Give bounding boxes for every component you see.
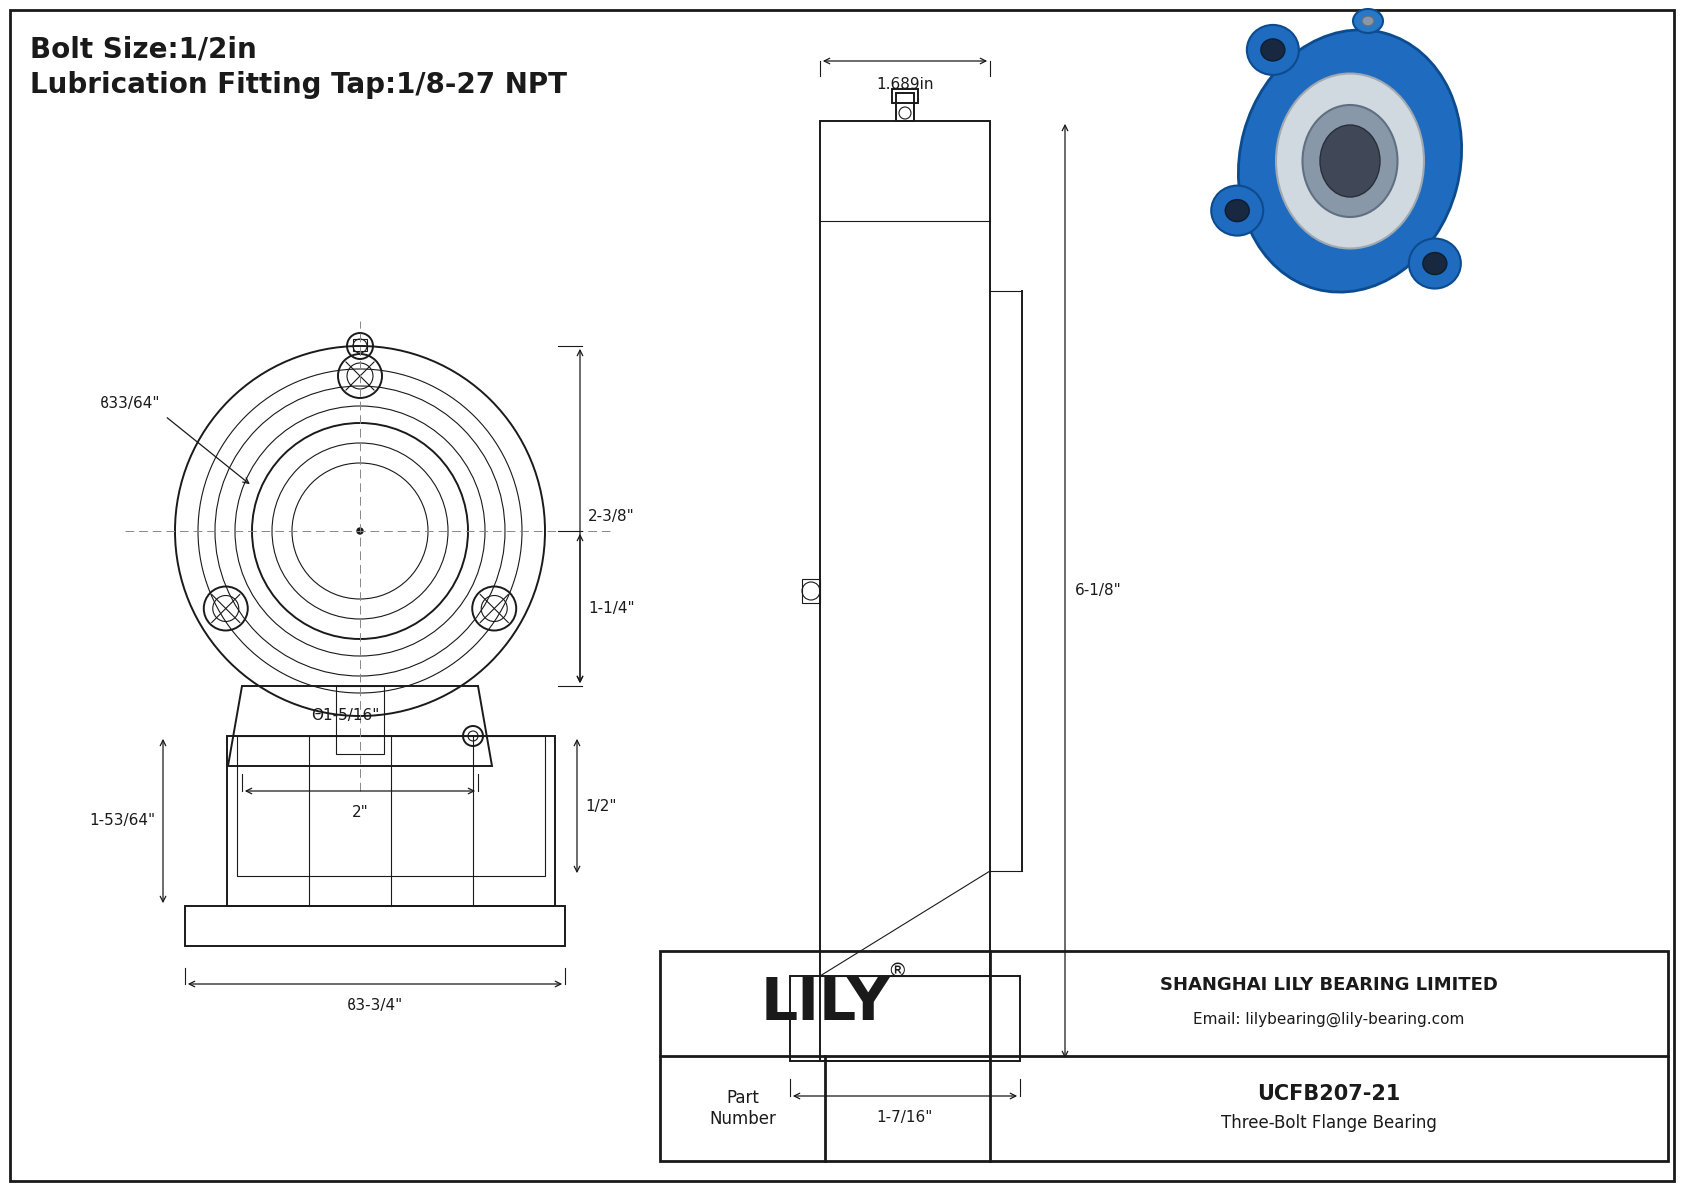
Ellipse shape — [1276, 74, 1425, 249]
Text: Bolt Size:1/2in: Bolt Size:1/2in — [30, 36, 256, 64]
Ellipse shape — [1320, 125, 1379, 197]
Bar — [227, 736, 556, 906]
Circle shape — [357, 528, 364, 534]
Text: Lubrication Fitting Tap:1/8-27 NPT: Lubrication Fitting Tap:1/8-27 NPT — [30, 71, 568, 99]
Bar — [1150, 21, 1660, 322]
Text: SHANGHAI LILY BEARING LIMITED: SHANGHAI LILY BEARING LIMITED — [1160, 977, 1499, 994]
Text: ϐ3-3/4": ϐ3-3/4" — [347, 998, 402, 1014]
Ellipse shape — [1261, 39, 1285, 61]
Text: Θ1-5/16": Θ1-5/16" — [312, 707, 379, 723]
Bar — [237, 736, 546, 877]
Bar — [893, 89, 918, 102]
Text: 1/2": 1/2" — [584, 798, 616, 813]
Bar — [790, 975, 1021, 1061]
Text: 2": 2" — [352, 805, 369, 819]
Text: 1-1/4": 1-1/4" — [588, 601, 635, 616]
Bar — [354, 339, 367, 351]
Bar — [185, 906, 566, 946]
Text: Three-Bolt Flange Bearing: Three-Bolt Flange Bearing — [1221, 1114, 1436, 1131]
Ellipse shape — [1302, 105, 1398, 217]
Text: 1-53/64": 1-53/64" — [89, 813, 155, 829]
Ellipse shape — [1226, 200, 1250, 222]
Text: 1-7/16": 1-7/16" — [877, 1110, 933, 1125]
Ellipse shape — [1423, 252, 1447, 275]
Bar — [337, 686, 384, 754]
Ellipse shape — [1352, 10, 1383, 33]
Ellipse shape — [1238, 30, 1462, 292]
Text: ϐ33/64": ϐ33/64" — [99, 395, 160, 411]
Text: LILY: LILY — [759, 975, 889, 1031]
Bar — [896, 93, 914, 121]
Ellipse shape — [1246, 25, 1298, 75]
Ellipse shape — [1410, 238, 1460, 288]
Text: UCFB207-21: UCFB207-21 — [1258, 1085, 1401, 1104]
Text: 2-3/8": 2-3/8" — [588, 509, 635, 524]
Ellipse shape — [1362, 15, 1374, 26]
Bar — [660, 950, 1667, 1161]
Text: Part
Number: Part Number — [709, 1089, 776, 1128]
Bar — [820, 121, 990, 1061]
Text: Email: lilybearing@lily-bearing.com: Email: lilybearing@lily-bearing.com — [1194, 1012, 1465, 1027]
Ellipse shape — [1211, 186, 1263, 236]
Text: ®: ® — [887, 962, 906, 981]
Text: 6-1/8": 6-1/8" — [1074, 584, 1122, 599]
Bar — [802, 579, 820, 603]
Text: 1.689in: 1.689in — [876, 77, 933, 92]
